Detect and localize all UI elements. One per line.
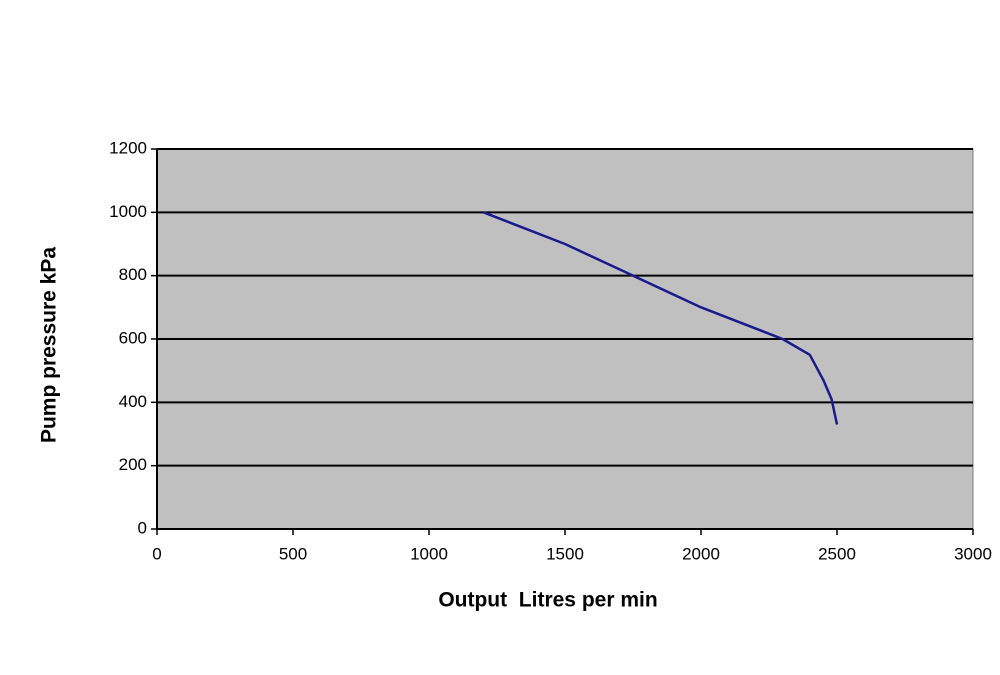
y-tick-label: 1200 [109, 138, 147, 157]
x-tick-label: 3000 [954, 544, 992, 563]
x-tick-label: 1500 [546, 544, 584, 563]
x-tick-label: 2000 [682, 544, 720, 563]
y-tick-label: 400 [119, 392, 147, 411]
y-tick-label: 1000 [109, 202, 147, 221]
y-tick-label: 200 [119, 455, 147, 474]
x-tick-label: 1000 [410, 544, 448, 563]
x-tick-label: 2500 [818, 544, 856, 563]
y-tick-label: 600 [119, 328, 147, 347]
x-axis-title: Output Litres per min [438, 589, 657, 612]
y-tick-label: 0 [138, 518, 147, 537]
data-line [482, 211, 839, 425]
y-tick-label: 800 [119, 265, 147, 284]
x-tick-label: 500 [279, 544, 307, 563]
y-axis-title: Pump pressure kPa [38, 247, 61, 443]
x-tick-label: 0 [152, 544, 161, 563]
